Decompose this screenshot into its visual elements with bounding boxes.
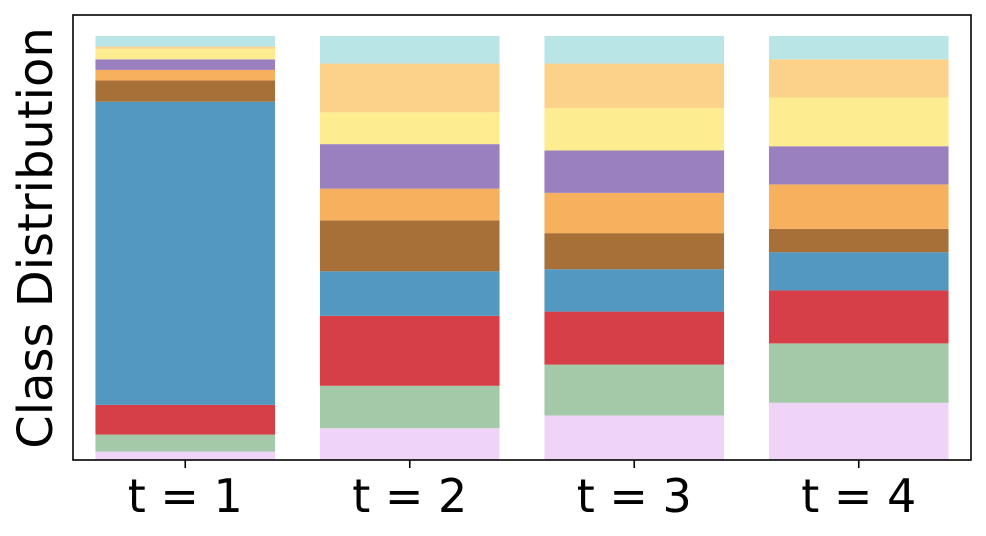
bar-segment-t4-class3 bbox=[768, 290, 949, 344]
bar-segment-t3-class9 bbox=[544, 63, 725, 109]
bar-segment-t4-class2 bbox=[768, 343, 949, 403]
bar-segment-t2-class10 bbox=[319, 36, 500, 64]
plot-frame bbox=[72, 14, 972, 461]
bar-segment-t1-class9 bbox=[95, 46, 276, 49]
bar-segment-t4-class8 bbox=[768, 97, 949, 147]
bar-segment-t1-class2 bbox=[95, 434, 276, 452]
bar-segment-t4-class9 bbox=[768, 59, 949, 98]
bar-segment-t3-class4 bbox=[544, 269, 725, 312]
bar-segment-t1-class6 bbox=[95, 69, 276, 81]
bar-segment-t4-class4 bbox=[768, 252, 949, 291]
bar-segment-t4-class5 bbox=[768, 228, 949, 253]
bar-segment-t3-class7 bbox=[544, 150, 725, 193]
bar-segment-t3-class10 bbox=[544, 36, 725, 64]
bar-segment-t1-class4 bbox=[95, 101, 276, 405]
bar-segment-t1-class1 bbox=[95, 451, 276, 460]
bar-segment-t2-class1 bbox=[319, 428, 500, 460]
bar-segment-t3-class2 bbox=[544, 364, 725, 416]
x-tick-label: t = 3 bbox=[577, 469, 692, 523]
bar-segment-t3-class1 bbox=[544, 415, 725, 460]
bar-segment-t2-class6 bbox=[319, 188, 500, 221]
bar-segment-t1-class5 bbox=[95, 80, 276, 102]
x-tick-label: t = 1 bbox=[128, 469, 243, 523]
bar-segment-t4-class10 bbox=[768, 36, 949, 60]
bar-segment-t2-class9 bbox=[319, 63, 500, 113]
bar-segment-t3-class5 bbox=[544, 233, 725, 270]
bar-segment-t3-class8 bbox=[544, 108, 725, 151]
bar-segment-t2-class3 bbox=[319, 315, 500, 386]
bar-segment-t4-class6 bbox=[768, 184, 949, 229]
bar-segment-t4-class1 bbox=[768, 402, 949, 460]
bar-segment-t2-class4 bbox=[319, 271, 500, 316]
bars-group bbox=[95, 36, 949, 460]
bar-segment-t4-class7 bbox=[768, 146, 949, 185]
bar-segment-t2-class8 bbox=[319, 112, 500, 145]
x-axis-ticks: t = 1 t = 2 t = 3 t = 4 bbox=[128, 460, 916, 523]
bar-segment-t3-class6 bbox=[544, 192, 725, 234]
x-tick-label: t = 4 bbox=[801, 469, 916, 523]
bar-segment-t2-class5 bbox=[319, 220, 500, 272]
bar-segment-t2-class2 bbox=[319, 385, 500, 429]
bar-segment-t2-class7 bbox=[319, 144, 500, 189]
bar-segment-t3-class3 bbox=[544, 311, 725, 365]
bar-segment-t1-class8 bbox=[95, 48, 276, 60]
x-tick-label: t = 2 bbox=[352, 469, 467, 523]
bar-segment-t1-class10 bbox=[95, 36, 276, 47]
bar-segment-t1-class7 bbox=[95, 59, 276, 70]
y-axis-label: Class Distribution bbox=[8, 27, 64, 449]
bar-segment-t1-class3 bbox=[95, 404, 276, 435]
